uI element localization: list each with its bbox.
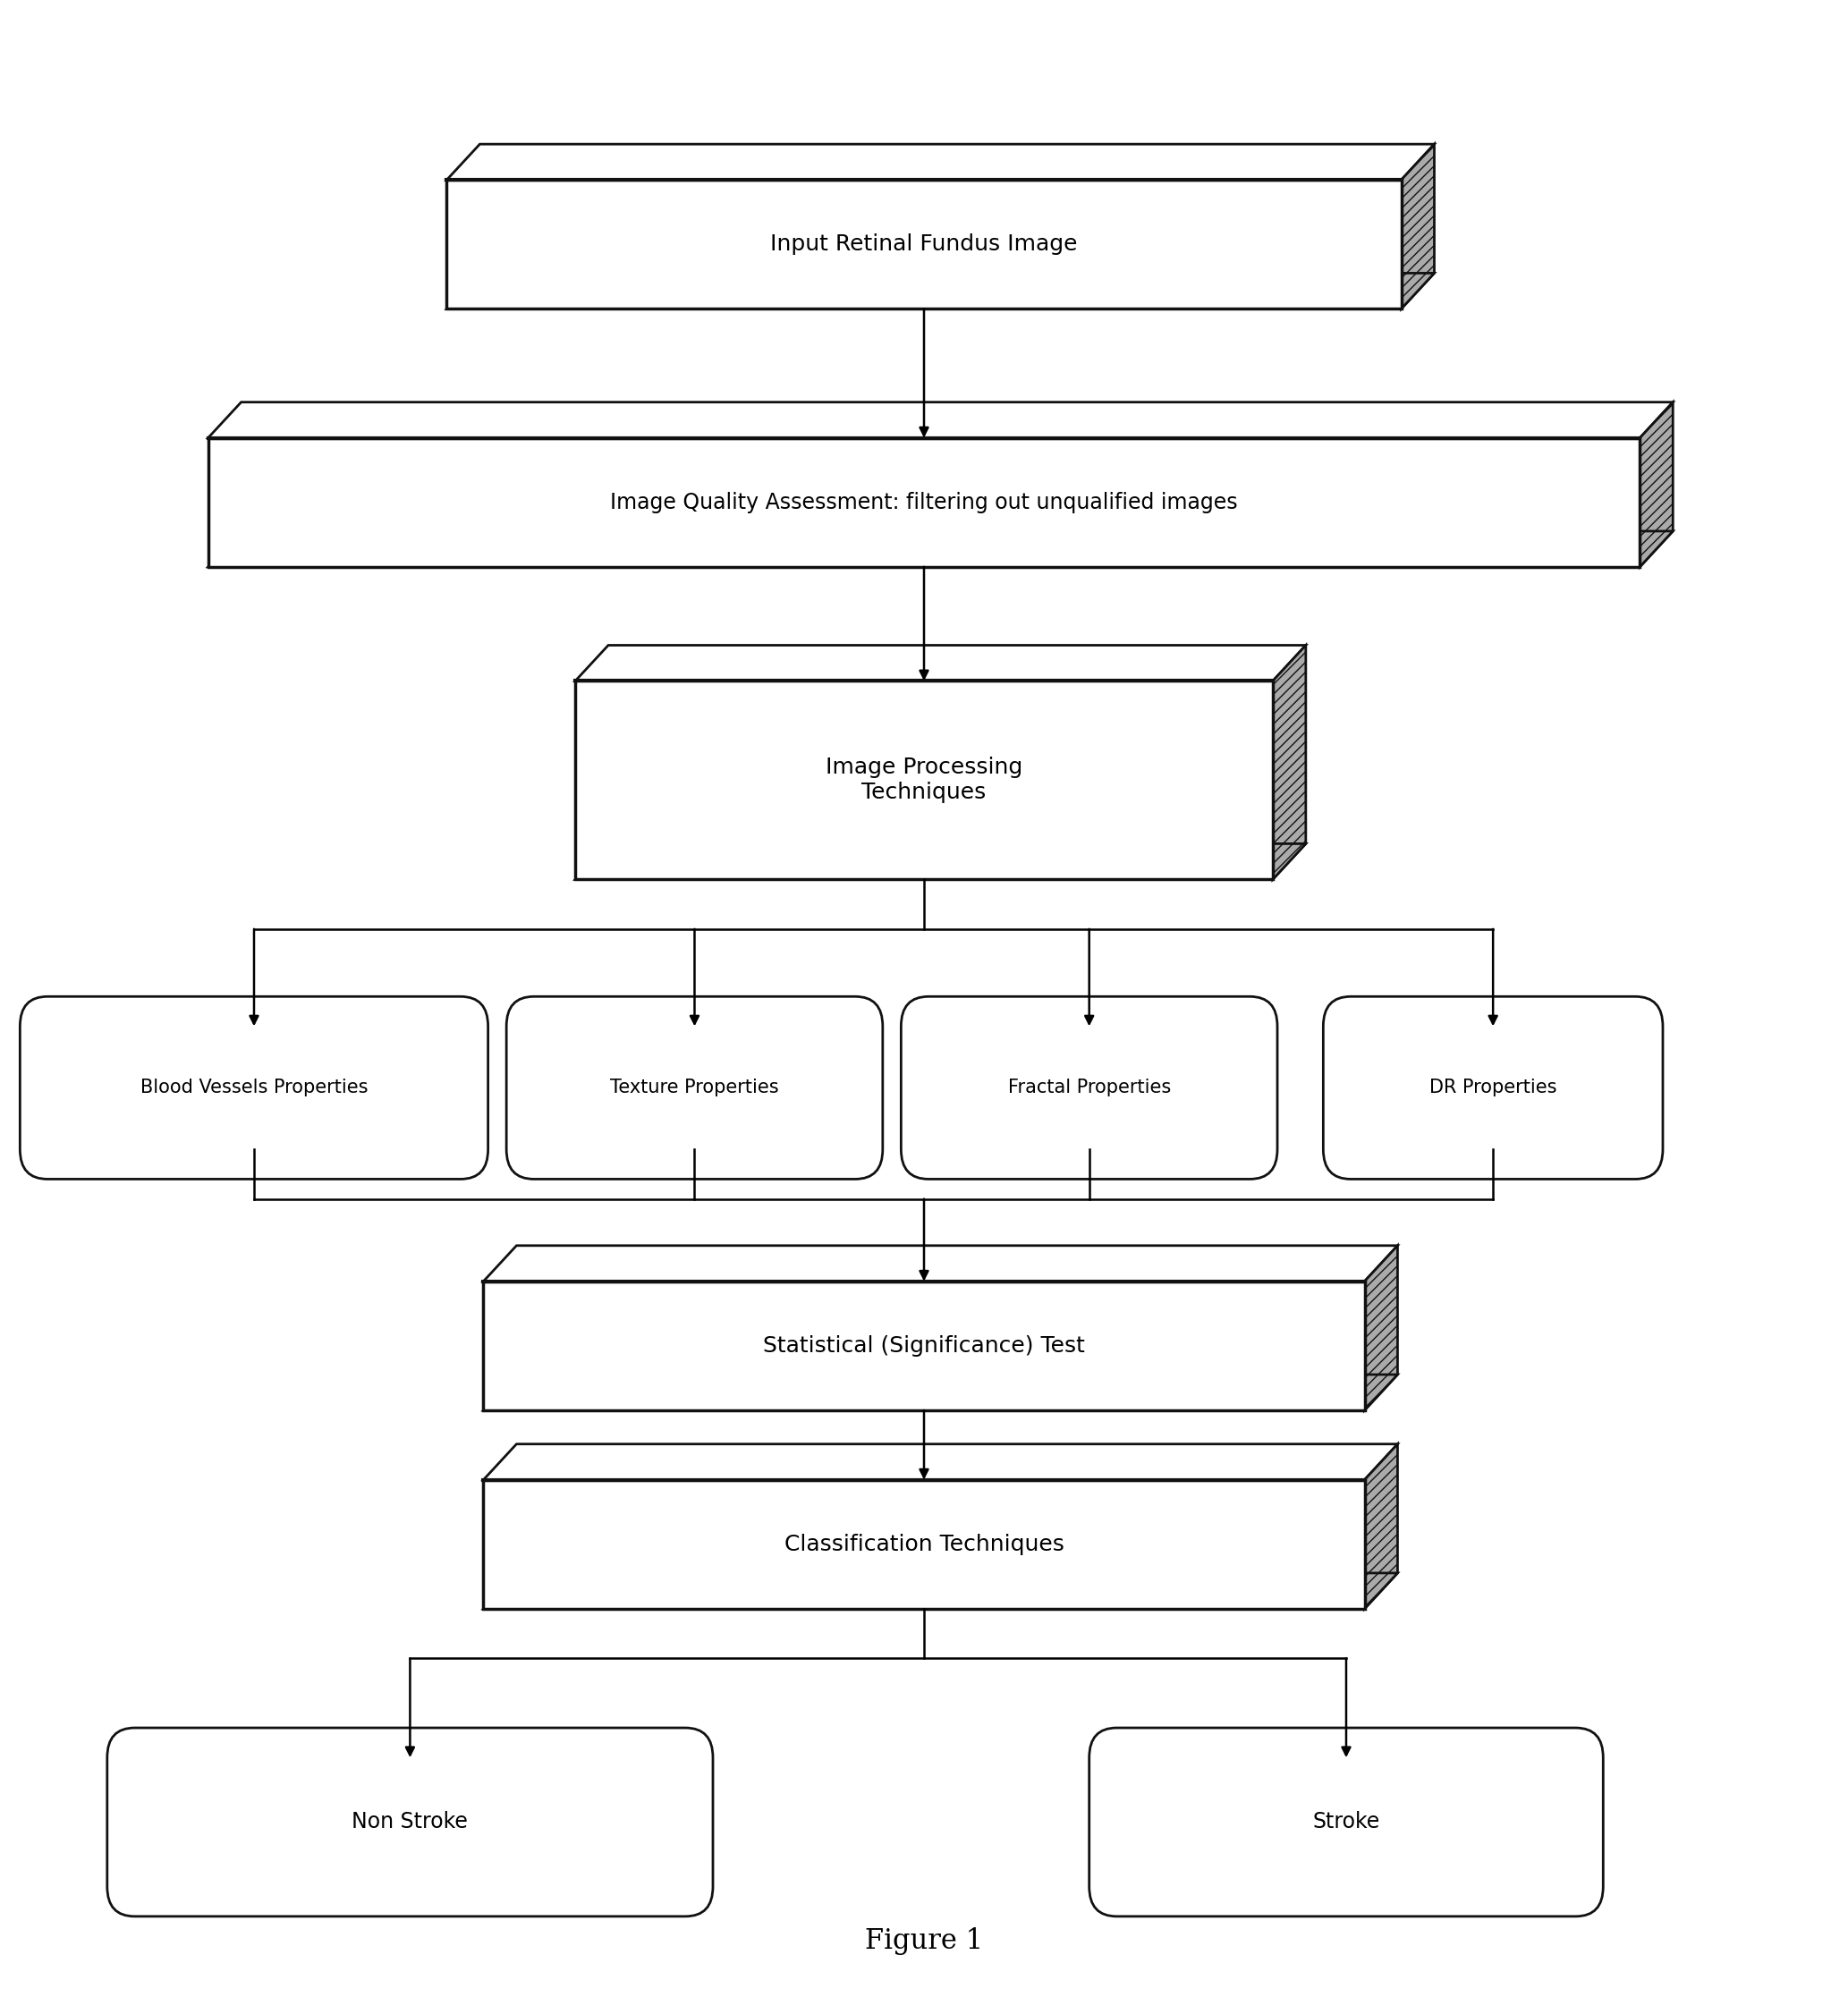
- Polygon shape: [484, 1574, 1397, 1610]
- Text: Image Processing
Techniques: Image Processing Techniques: [826, 757, 1022, 803]
- Polygon shape: [1364, 1246, 1397, 1410]
- Polygon shape: [575, 843, 1307, 879]
- Polygon shape: [447, 274, 1434, 310]
- Text: DR Properties: DR Properties: [1429, 1078, 1556, 1096]
- Text: Stroke: Stroke: [1312, 1811, 1380, 1833]
- FancyBboxPatch shape: [902, 997, 1277, 1178]
- Text: Texture Properties: Texture Properties: [610, 1078, 778, 1096]
- Polygon shape: [484, 1374, 1397, 1410]
- Text: Figure 1: Figure 1: [865, 1927, 983, 1955]
- Text: Input Retinal Fundus Image: Input Retinal Fundus Image: [771, 234, 1077, 256]
- Text: Image Quality Assessment: filtering out unqualified images: Image Quality Assessment: filtering out …: [610, 491, 1238, 513]
- FancyBboxPatch shape: [107, 1727, 713, 1917]
- Text: Non Stroke: Non Stroke: [351, 1811, 468, 1833]
- Text: Blood Vessels Properties: Blood Vessels Properties: [140, 1078, 368, 1096]
- Polygon shape: [447, 180, 1401, 310]
- Text: Classification Techniques: Classification Techniques: [784, 1534, 1064, 1556]
- Polygon shape: [209, 401, 1672, 437]
- Text: Fractal Properties: Fractal Properties: [1007, 1078, 1172, 1096]
- FancyBboxPatch shape: [1323, 997, 1663, 1178]
- FancyBboxPatch shape: [20, 997, 488, 1178]
- Polygon shape: [1639, 401, 1672, 567]
- FancyBboxPatch shape: [1088, 1727, 1604, 1917]
- Polygon shape: [484, 1246, 1397, 1282]
- Polygon shape: [447, 144, 1434, 180]
- Polygon shape: [484, 1480, 1364, 1610]
- Polygon shape: [209, 531, 1672, 567]
- Polygon shape: [1364, 1444, 1397, 1610]
- Polygon shape: [484, 1282, 1364, 1410]
- Polygon shape: [484, 1444, 1397, 1480]
- Polygon shape: [209, 437, 1639, 567]
- Polygon shape: [1401, 144, 1434, 310]
- FancyBboxPatch shape: [506, 997, 883, 1178]
- Polygon shape: [575, 645, 1307, 681]
- Polygon shape: [1273, 645, 1307, 879]
- Text: Statistical (Significance) Test: Statistical (Significance) Test: [763, 1336, 1085, 1356]
- Polygon shape: [575, 681, 1273, 879]
